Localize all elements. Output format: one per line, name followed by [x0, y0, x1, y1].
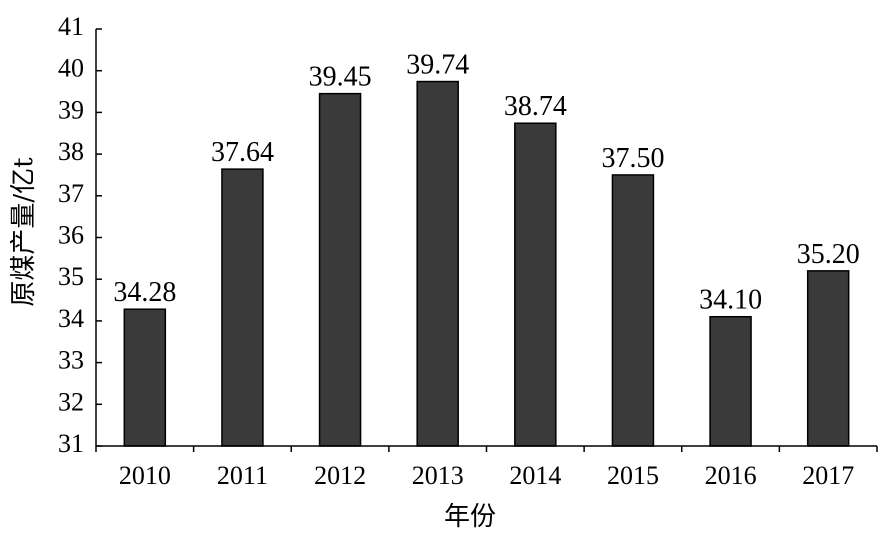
bar-2010 — [123, 308, 167, 447]
x-tick-label: 2014 — [509, 461, 561, 490]
y-tick-label: 41 — [58, 12, 84, 41]
bar-2016 — [709, 315, 752, 447]
x-tick-label: 2016 — [705, 461, 757, 490]
y-axis-title: 原煤产量/亿t — [9, 157, 39, 307]
bar-2012 — [318, 92, 362, 447]
data-label: 39.45 — [309, 62, 372, 93]
y-tick-label: 38 — [58, 137, 84, 166]
x-tick-label: 2015 — [607, 461, 659, 490]
data-label: 37.50 — [601, 143, 664, 174]
bar-2015 — [611, 174, 655, 447]
bar-2011 — [221, 168, 264, 447]
x-tick-label: 2010 — [119, 461, 171, 490]
x-tick-label: 2013 — [412, 461, 464, 490]
data-label: 34.10 — [699, 285, 762, 316]
data-label: 38.74 — [504, 91, 567, 122]
x-axis-title: 年份 — [444, 502, 496, 532]
x-tick-label: 2011 — [217, 461, 268, 490]
data-label: 39.74 — [406, 50, 469, 81]
data-label: 35.20 — [797, 239, 860, 270]
bars-group — [123, 80, 850, 447]
y-tick-label: 31 — [58, 429, 84, 458]
y-tick-label: 32 — [58, 387, 84, 416]
data-label: 37.64 — [211, 137, 274, 168]
x-tick-label: 2017 — [802, 461, 854, 490]
y-tick-label: 35 — [58, 262, 84, 291]
x-tick-label: 2012 — [314, 461, 366, 490]
y-tick-label: 37 — [58, 179, 84, 208]
data-label: 34.28 — [113, 277, 176, 308]
y-tick-label: 39 — [58, 95, 84, 124]
bar-2017 — [806, 270, 850, 447]
data-labels-group: 34.28 37.64 39.45 39.74 38.74 37.50 34.10 35.20 — [113, 50, 859, 316]
y-tick-label: 40 — [58, 54, 84, 83]
bar-2014 — [514, 122, 557, 447]
y-tick-label: 34 — [58, 304, 84, 333]
bar-2013 — [416, 80, 459, 447]
axes-group: 31 32 33 34 35 36 37 38 39 40 41 2010 2011 2012 2013 20… — [58, 12, 878, 490]
y-tick-label: 36 — [58, 220, 84, 249]
y-tick-label: 33 — [58, 346, 84, 375]
